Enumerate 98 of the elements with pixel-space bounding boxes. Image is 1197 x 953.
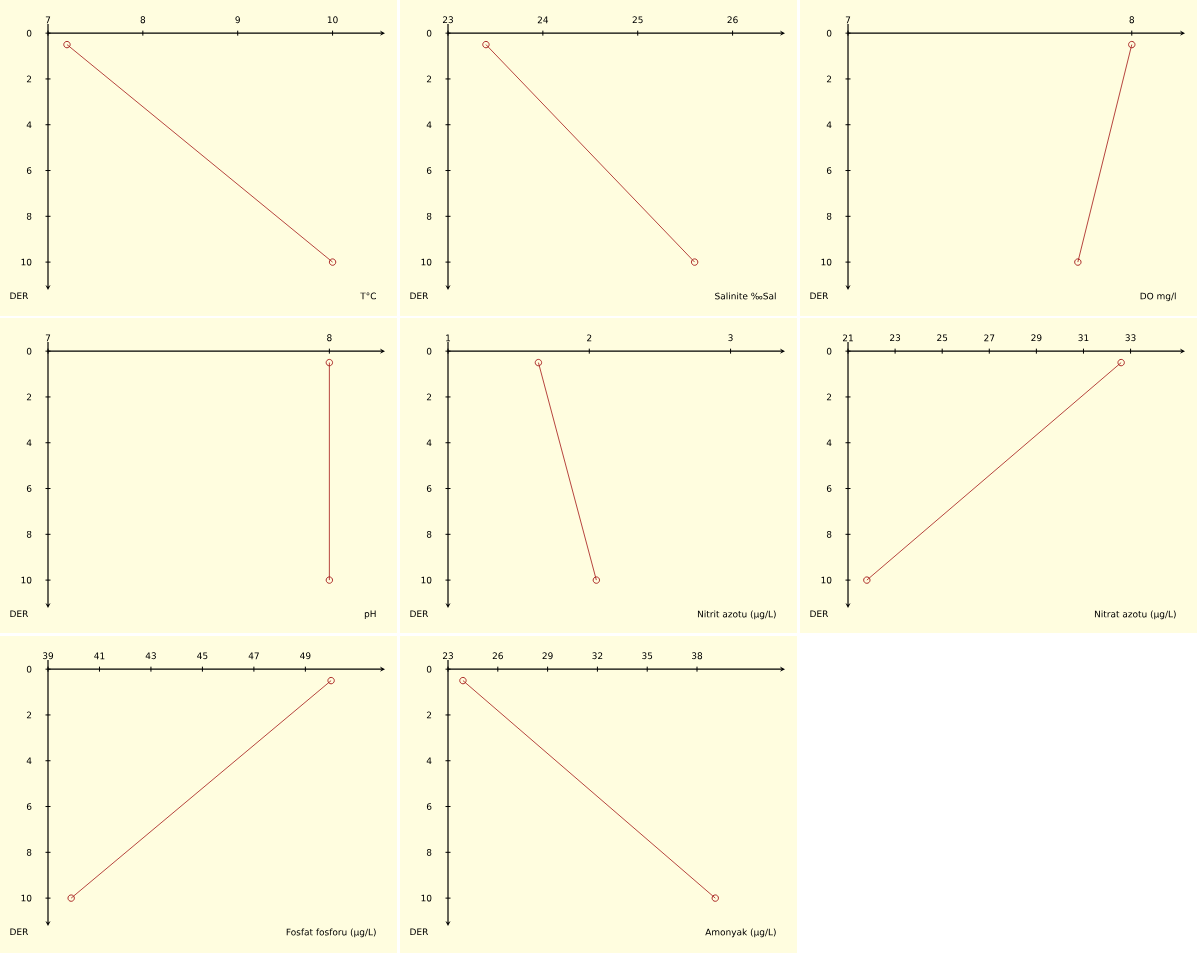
x-tick-label: 23 [890, 334, 901, 342]
x-tick-label: 7 [45, 16, 51, 24]
x-tick-label: 2 [587, 334, 592, 342]
y-tick-label: 8 [826, 212, 832, 220]
x-tick-label: 29 [1031, 334, 1042, 342]
y-axis-title: DER [10, 292, 29, 300]
y-axis-title: DER [10, 928, 29, 936]
y-tick-label: 8 [426, 212, 432, 220]
y-tick-label: 8 [426, 530, 432, 538]
x-axis-title: Nitrit azotu (µg/L) [697, 610, 776, 620]
y-tick-label: 8 [26, 530, 32, 538]
y-tick-label: 6 [26, 803, 32, 810]
y-tick-label: 8 [26, 848, 32, 856]
y-tick-label: 6 [826, 485, 832, 492]
x-tick-label: 23 [442, 652, 453, 660]
x-tick-label: 8 [1129, 16, 1135, 24]
x-tick-label: 23 [442, 16, 453, 24]
y-tick-label: 8 [26, 212, 32, 220]
y-tick-label: 6 [26, 167, 32, 174]
x-tick-label: 26 [727, 16, 738, 24]
y-tick-label: 6 [426, 485, 432, 492]
y-axis-title: DER [410, 292, 429, 300]
y-tick-label: 2 [826, 393, 832, 401]
y-tick-label: 0 [426, 347, 432, 355]
x-tick-label: 1 [446, 334, 451, 342]
y-tick-label: 10 [821, 258, 832, 266]
x-tick-label: 26 [492, 652, 503, 660]
x-axis-title: pH [364, 610, 376, 619]
y-tick-label: 6 [26, 485, 32, 492]
x-tick-label: 31 [1078, 334, 1089, 342]
x-axis-title: Fosfat fosforu (µg/L) [286, 928, 376, 938]
y-tick-label: 2 [26, 711, 32, 719]
x-tick-label: 3 [728, 334, 733, 342]
y-tick-label: 4 [826, 439, 832, 446]
y-axis-title: DER [10, 610, 29, 618]
y-tick-label: 2 [426, 711, 432, 719]
y-tick-label: 4 [26, 757, 32, 765]
y-tick-label: 2 [426, 75, 432, 83]
y-tick-label: 10 [21, 258, 32, 266]
x-axis-title: T°C [360, 292, 376, 300]
x-tick-label: 39 [42, 652, 54, 660]
x-tick-label: 38 [691, 652, 703, 660]
y-tick-label: 4 [426, 757, 432, 765]
x-tick-label: 7 [45, 334, 51, 342]
y-tick-label: 10 [421, 576, 432, 584]
x-axis-title: Salinite ‰Sal [715, 292, 776, 300]
x-tick-label: 33 [1125, 334, 1136, 342]
x-tick-label: 7 [845, 16, 851, 24]
y-tick-label: 2 [826, 75, 832, 83]
x-tick-label: 47 [248, 652, 259, 660]
y-tick-label: 10 [421, 894, 432, 902]
y-tick-label: 10 [821, 576, 832, 584]
y-tick-label: 0 [826, 29, 832, 37]
x-tick-label: 45 [197, 652, 208, 660]
x-tick-label: 29 [542, 652, 553, 660]
x-axis-title: Nitrat azotu (µg/L) [1094, 610, 1176, 620]
y-tick-label: 8 [826, 530, 832, 538]
y-tick-label: 2 [26, 75, 32, 83]
x-tick-label: 8 [327, 334, 332, 342]
y-tick-label: 0 [26, 347, 32, 355]
x-tick-label: 24 [537, 16, 549, 24]
y-tick-label: 0 [426, 665, 432, 673]
x-tick-label: 49 [300, 652, 311, 660]
y-tick-label: 2 [26, 393, 32, 401]
y-tick-label: 4 [26, 121, 32, 128]
y-tick-label: 10 [421, 258, 432, 266]
x-tick-label: 32 [592, 652, 603, 660]
x-axis-title: DO mg/l [1140, 292, 1176, 302]
x-tick-label: 41 [94, 652, 105, 660]
x-tick-label: 35 [642, 652, 653, 660]
x-tick-label: 8 [140, 16, 146, 24]
y-axis-title: DER [810, 610, 829, 618]
x-tick-label: 10 [327, 16, 338, 24]
x-axis-title: Amonyak (µg/L) [705, 928, 776, 938]
y-tick-label: 10 [21, 576, 32, 584]
x-tick-label: 27 [984, 334, 995, 342]
y-axis-title: DER [410, 928, 429, 936]
y-tick-label: 0 [26, 665, 32, 673]
y-tick-label: 4 [26, 439, 32, 446]
y-tick-label: 4 [426, 439, 432, 446]
y-tick-label: 10 [21, 894, 32, 902]
y-tick-label: 0 [26, 29, 32, 37]
y-tick-label: 6 [426, 167, 432, 174]
x-tick-label: 25 [632, 16, 643, 24]
y-tick-label: 0 [826, 347, 832, 355]
y-tick-label: 2 [426, 393, 432, 401]
y-axis-title: DER [410, 610, 429, 618]
x-tick-label: 21 [842, 334, 853, 342]
x-tick-label: 43 [145, 652, 156, 660]
x-tick-label: 9 [235, 16, 240, 24]
y-tick-label: 6 [826, 167, 832, 174]
y-tick-label: 8 [426, 848, 432, 856]
y-tick-label: 6 [426, 803, 432, 810]
y-tick-label: 4 [826, 121, 832, 128]
y-axis-title: DER [810, 292, 829, 300]
x-tick-label: 25 [937, 334, 948, 342]
y-tick-label: 4 [426, 121, 432, 128]
y-tick-label: 0 [426, 29, 432, 37]
